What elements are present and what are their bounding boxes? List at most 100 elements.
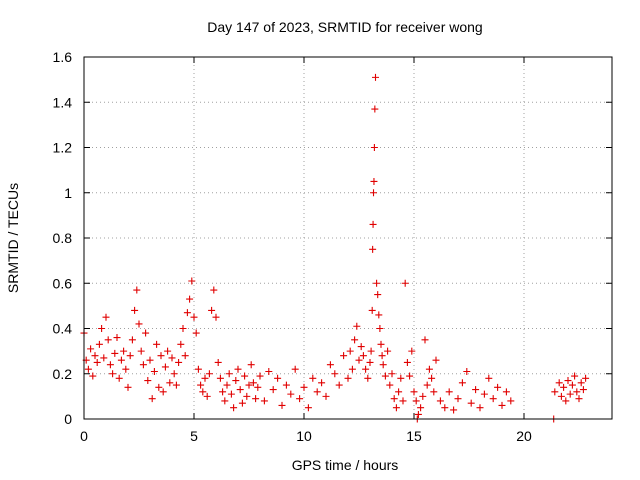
data-point — [367, 347, 375, 355]
data-point — [243, 392, 251, 400]
data-point — [95, 340, 103, 348]
data-point — [397, 374, 405, 382]
data-point — [265, 367, 273, 375]
data-point — [480, 390, 488, 398]
data-point — [199, 388, 207, 396]
data-point — [91, 352, 99, 360]
data-point — [582, 374, 590, 382]
data-point — [150, 367, 158, 375]
data-point — [205, 370, 213, 378]
data-point — [322, 392, 330, 400]
data-point — [87, 345, 95, 353]
data-point — [104, 336, 112, 344]
data-point — [401, 279, 409, 287]
x-tick-label: 0 — [80, 428, 88, 444]
y-axis-label: SRMTID / TECUs — [5, 183, 21, 293]
data-point — [370, 144, 378, 151]
y-tick-labels: 0 0.2 0.4 0.6 0.8 1 1.2 1.4 1.6 — [53, 49, 73, 427]
data-point — [137, 347, 145, 355]
data-point — [313, 388, 321, 396]
data-point — [369, 220, 377, 228]
data-point — [84, 365, 92, 373]
data-point — [115, 374, 123, 382]
data-point — [371, 105, 379, 113]
data-point — [425, 365, 433, 373]
data-point — [575, 395, 583, 403]
data-point — [300, 383, 308, 391]
data-point — [562, 397, 570, 405]
data-point — [236, 386, 244, 394]
data-point — [421, 336, 429, 344]
data-point — [335, 381, 343, 389]
data-point — [369, 245, 377, 253]
y-tick-label: 1.2 — [53, 140, 73, 156]
data-point — [245, 381, 253, 389]
data-point — [432, 356, 440, 364]
x-tick-label: 10 — [296, 428, 312, 444]
data-point — [417, 404, 425, 412]
data-point — [309, 374, 317, 382]
data-point — [362, 365, 370, 373]
data-point — [373, 279, 381, 287]
data-point — [351, 336, 359, 344]
data-point — [498, 401, 506, 409]
data-point — [344, 374, 352, 382]
data-point — [489, 395, 497, 403]
data-point — [428, 374, 436, 382]
data-point — [153, 340, 161, 348]
data-point — [148, 395, 156, 403]
data-point — [164, 347, 172, 355]
data-point — [254, 383, 262, 391]
data-point — [564, 377, 572, 385]
data-point — [566, 390, 574, 398]
data-point — [374, 291, 382, 299]
data-point — [157, 352, 165, 360]
data-point — [249, 379, 257, 387]
data-point — [216, 374, 224, 382]
x-tick-label: 20 — [516, 428, 532, 444]
data-point — [102, 313, 110, 321]
data-point — [131, 306, 139, 314]
y-tick-label: 0.2 — [53, 366, 73, 382]
data-point — [238, 399, 246, 407]
data-point — [571, 372, 579, 380]
data-point — [430, 388, 438, 396]
data-point — [573, 388, 581, 396]
data-point — [111, 349, 119, 357]
data-point — [122, 365, 130, 373]
data-point — [274, 374, 282, 382]
data-point — [197, 381, 205, 389]
data-point — [577, 379, 585, 387]
data-point — [560, 383, 568, 391]
data-point — [192, 329, 200, 337]
data-point — [113, 334, 121, 342]
data-point — [406, 372, 414, 380]
data-point — [282, 381, 290, 389]
data-point — [168, 354, 176, 362]
data-point — [155, 383, 163, 391]
data-point — [331, 370, 339, 378]
data-point — [208, 306, 216, 314]
data-point — [494, 383, 502, 391]
y-tick-label: 0.8 — [53, 230, 73, 246]
data-point — [93, 358, 101, 366]
data-point — [381, 372, 389, 380]
data-point — [241, 372, 249, 380]
data-point — [278, 401, 286, 409]
data-point — [348, 365, 356, 373]
data-point — [467, 399, 475, 407]
y-tick-label: 0 — [64, 411, 72, 427]
data-point — [296, 395, 304, 403]
data-point — [135, 320, 143, 328]
data-point — [476, 404, 484, 412]
data-point — [355, 356, 363, 364]
data-point — [126, 352, 134, 360]
data-point — [507, 397, 515, 405]
data-point — [370, 177, 378, 185]
data-point — [463, 367, 471, 375]
data-point — [210, 286, 218, 294]
data-point — [225, 370, 233, 378]
data-point — [214, 358, 222, 366]
data-point — [212, 313, 220, 321]
data-point — [378, 352, 386, 360]
